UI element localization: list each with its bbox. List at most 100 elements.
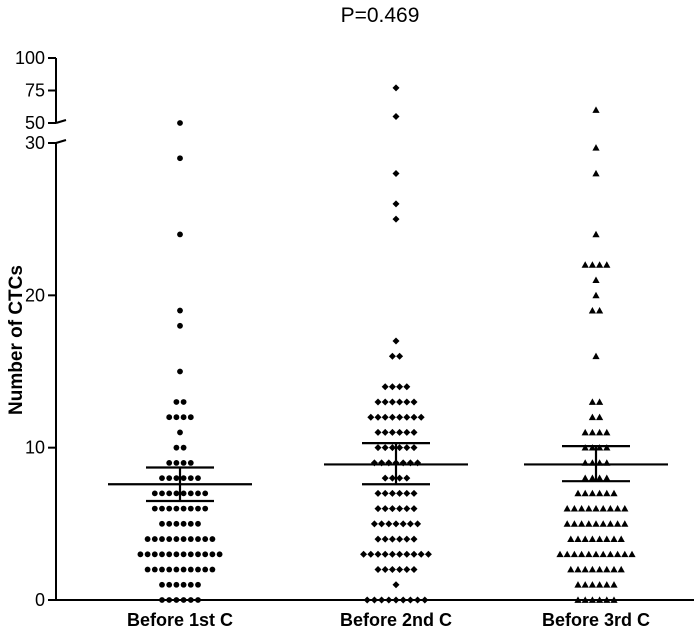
data-point — [209, 536, 216, 542]
data-point — [392, 337, 400, 345]
data-point — [581, 581, 589, 588]
data-point — [596, 444, 604, 451]
data-point — [202, 505, 209, 512]
data-point — [592, 352, 600, 360]
data-point — [187, 597, 194, 603]
data-point — [378, 596, 386, 604]
data-point — [588, 413, 596, 421]
data-point — [187, 566, 194, 573]
data-point — [180, 399, 187, 405]
data-point — [180, 597, 187, 603]
data-point — [180, 551, 187, 558]
data-point — [606, 505, 614, 512]
data-points — [137, 84, 636, 604]
data-point — [177, 429, 183, 436]
data-point — [588, 535, 596, 542]
data-point — [396, 505, 404, 513]
data-point — [151, 536, 158, 542]
data-point — [180, 490, 187, 497]
data-point — [187, 414, 194, 421]
data-point — [599, 550, 607, 558]
data-point — [588, 444, 596, 451]
data-point — [396, 428, 404, 436]
y-tick-label: 75 — [25, 81, 45, 101]
data-point — [596, 596, 604, 603]
data-point — [388, 505, 396, 513]
data-point — [159, 505, 165, 512]
data-point — [195, 490, 201, 497]
data-point — [177, 368, 183, 375]
y-tick-label: 0 — [35, 590, 45, 610]
data-point — [166, 520, 173, 527]
data-point — [614, 505, 622, 512]
data-point — [151, 551, 158, 558]
data-point — [603, 428, 611, 436]
data-point — [603, 489, 611, 497]
data-point — [610, 596, 618, 603]
data-point — [574, 596, 582, 603]
axis-break-mark — [55, 119, 67, 124]
data-point — [396, 474, 404, 482]
data-point — [403, 489, 411, 497]
data-point — [166, 581, 173, 588]
data-point — [556, 550, 564, 558]
data-point — [592, 230, 600, 238]
data-point — [166, 536, 173, 542]
data-point — [396, 352, 404, 360]
data-point — [144, 551, 151, 558]
data-point — [173, 581, 180, 588]
data-point — [596, 565, 604, 573]
data-point — [388, 383, 396, 391]
data-point — [396, 413, 404, 421]
data-point — [578, 505, 586, 512]
data-point — [381, 535, 389, 543]
data-point — [166, 490, 173, 497]
data-point — [195, 520, 201, 527]
data-point — [599, 520, 607, 527]
data-point — [581, 565, 589, 573]
data-point — [173, 597, 180, 603]
data-point — [588, 489, 596, 497]
data-point — [177, 322, 183, 329]
data-point — [406, 596, 414, 604]
data-point — [588, 565, 596, 573]
data-point — [588, 398, 596, 405]
data-point — [621, 505, 629, 512]
data-point — [159, 475, 165, 482]
data-point — [585, 505, 593, 512]
data-point — [599, 505, 607, 512]
data-point — [388, 428, 396, 436]
data-point — [592, 106, 600, 113]
data-point — [180, 475, 187, 482]
data-point — [381, 474, 389, 482]
data-point — [195, 566, 201, 573]
data-point — [578, 550, 586, 558]
data-point — [574, 565, 582, 573]
data-point — [187, 460, 194, 466]
data-point — [388, 489, 396, 497]
data-point — [166, 597, 173, 603]
data-point — [596, 413, 604, 421]
data-point — [585, 550, 593, 558]
data-point — [396, 383, 404, 391]
data-point — [388, 352, 396, 360]
data-point — [202, 536, 209, 542]
data-point — [202, 551, 209, 558]
data-point — [173, 475, 180, 482]
data-point — [173, 414, 180, 421]
data-point — [381, 383, 389, 391]
data-point — [592, 505, 600, 512]
data-point — [570, 550, 578, 558]
x-axis-labels: Before 1st C Before 2nd C Before 3rd C — [127, 610, 650, 630]
data-point — [137, 551, 144, 558]
data-point — [374, 398, 382, 406]
data-point — [370, 520, 378, 528]
data-point — [159, 490, 165, 497]
chart-title: P=0.469 — [341, 4, 420, 27]
data-point — [180, 520, 187, 527]
data-point — [596, 398, 604, 405]
data-point — [403, 550, 411, 558]
data-point — [187, 536, 194, 542]
data-point — [570, 505, 578, 512]
